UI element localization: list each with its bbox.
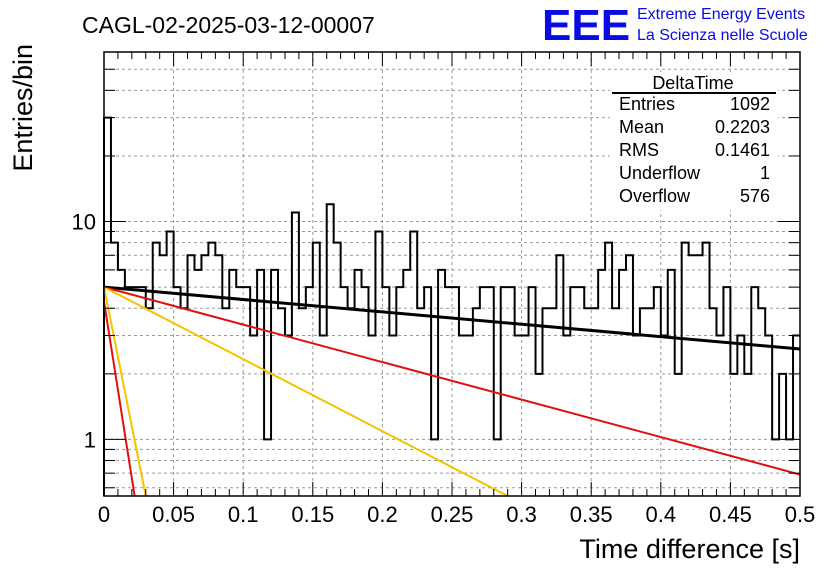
stats-value-underflow: 1 <box>760 163 770 183</box>
x-tick-label: 0.35 <box>570 502 613 527</box>
eee-logo: EEE <box>542 1 630 50</box>
x-tick-label: 0.25 <box>431 502 474 527</box>
x-tick-label: 0.3 <box>506 502 537 527</box>
stats-label-mean: Mean <box>619 117 664 137</box>
stats-title: DeltaTime <box>652 73 733 93</box>
stats-value-entries: 1092 <box>730 94 770 114</box>
x-tick-label: 0.4 <box>646 502 677 527</box>
y-axis-title: Entries/bin <box>8 44 38 172</box>
y-tick-labels: 1 10 <box>72 210 96 453</box>
x-tick-label: 0.45 <box>709 502 752 527</box>
x-tick-label: 0.5 <box>785 502 816 527</box>
logo-line-1: Extreme Energy Events <box>637 6 805 23</box>
fit-lines <box>103 285 801 497</box>
stats-value-overflow: 576 <box>740 186 770 206</box>
y-tick-label: 10 <box>72 210 96 235</box>
stats-label-entries: Entries <box>619 94 675 114</box>
y-tick-label: 1 <box>84 427 96 452</box>
fit-line <box>103 301 136 497</box>
logo-line-2: La Scienza nelle Scuole <box>637 27 808 44</box>
stats-value-rms: 0.1461 <box>715 140 770 160</box>
histogram-series <box>103 116 800 496</box>
x-tick-label: 0.05 <box>152 502 195 527</box>
stats-box-background <box>610 72 778 210</box>
fit-line <box>103 285 801 351</box>
x-tick-label: 0 <box>98 502 110 527</box>
x-tick-label: 0.1 <box>228 502 259 527</box>
stats-box: DeltaTime Entries 1092 Mean 0.2203 RMS 0… <box>610 72 778 210</box>
histogram-bins <box>103 116 800 496</box>
stats-value-mean: 0.2203 <box>715 117 770 137</box>
x-tick-label: 0.15 <box>291 502 334 527</box>
stats-label-rms: RMS <box>619 140 659 160</box>
fit-line <box>103 286 509 497</box>
x-tick-label: 0.2 <box>367 502 398 527</box>
run-title: CAGL-02-2025-03-12-00007 <box>82 12 375 38</box>
x-axis-title: Time difference [s] <box>579 534 800 564</box>
x-tick-labels: 0 0.05 0.1 0.15 0.2 0.25 0.3 0.35 0.4 0.45 0.5 <box>98 502 815 527</box>
axis-ticks <box>103 51 801 496</box>
stats-label-overflow: Overflow <box>619 186 691 206</box>
stats-label-underflow: Underflow <box>619 163 701 183</box>
fit-line <box>103 286 801 476</box>
fit-line <box>103 286 147 497</box>
